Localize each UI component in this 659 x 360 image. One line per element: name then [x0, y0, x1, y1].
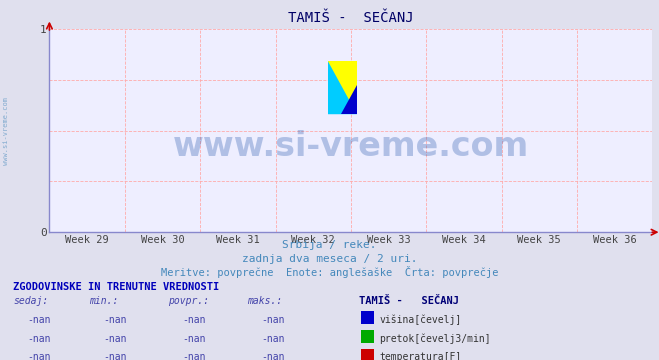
Polygon shape: [341, 85, 357, 114]
Text: www.si-vreme.com: www.si-vreme.com: [173, 130, 529, 163]
Text: -nan: -nan: [262, 315, 285, 325]
Text: -nan: -nan: [183, 352, 206, 360]
Text: -nan: -nan: [103, 315, 127, 325]
Polygon shape: [328, 61, 357, 114]
Text: -nan: -nan: [103, 334, 127, 344]
Text: -nan: -nan: [262, 334, 285, 344]
Text: sedaj:: sedaj:: [13, 296, 48, 306]
Text: TAMIŠ -   SEČANJ: TAMIŠ - SEČANJ: [359, 296, 459, 306]
Title: TAMIŠ -  SEČANJ: TAMIŠ - SEČANJ: [288, 11, 414, 25]
Text: zadnja dva meseca / 2 uri.: zadnja dva meseca / 2 uri.: [242, 254, 417, 264]
Text: -nan: -nan: [28, 315, 51, 325]
Text: Meritve: povprečne  Enote: anglešaške  Črta: povprečje: Meritve: povprečne Enote: anglešaške Črt…: [161, 266, 498, 278]
Text: pretok[čevelj3/min]: pretok[čevelj3/min]: [380, 333, 491, 344]
Text: www.si-vreme.com: www.si-vreme.com: [3, 98, 9, 165]
Text: temperatura[F]: temperatura[F]: [380, 352, 462, 360]
Text: Srbija / reke.: Srbija / reke.: [282, 240, 377, 251]
Text: maks.:: maks.:: [247, 296, 282, 306]
Text: višina[čevelj]: višina[čevelj]: [380, 314, 462, 325]
Bar: [328, 61, 357, 114]
Text: -nan: -nan: [28, 334, 51, 344]
Text: -nan: -nan: [103, 352, 127, 360]
Text: -nan: -nan: [183, 315, 206, 325]
Text: -nan: -nan: [183, 334, 206, 344]
Text: -nan: -nan: [262, 352, 285, 360]
Text: min.:: min.:: [89, 296, 119, 306]
Text: ZGODOVINSKE IN TRENUTNE VREDNOSTI: ZGODOVINSKE IN TRENUTNE VREDNOSTI: [13, 282, 219, 292]
Text: -nan: -nan: [28, 352, 51, 360]
Text: povpr.:: povpr.:: [168, 296, 209, 306]
